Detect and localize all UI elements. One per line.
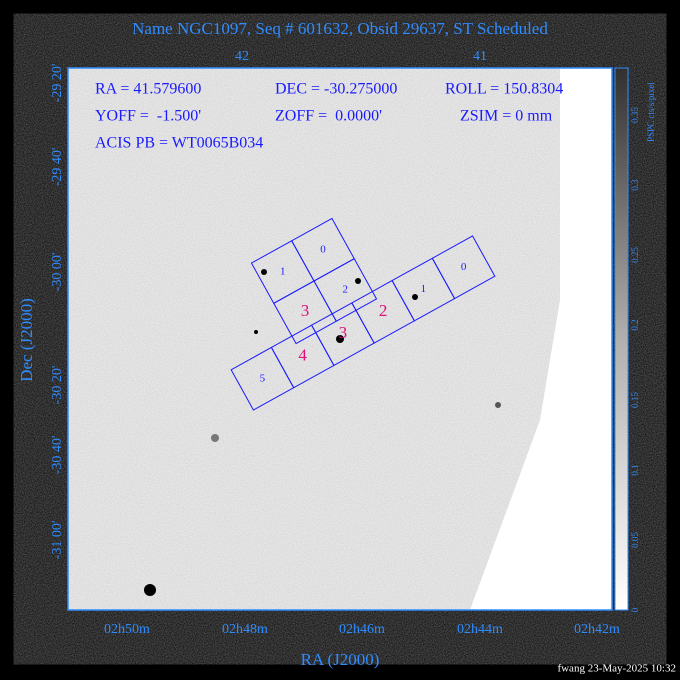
ccd-chip-label: 1 <box>280 266 286 278</box>
no-coverage <box>470 68 612 610</box>
left-tick-label: -30 00' <box>50 253 65 292</box>
left-tick-label: -29 20' <box>50 64 65 103</box>
title: Name NGC1097, Seq # 601632, Obsid 29637,… <box>132 19 548 38</box>
colorbar-tick-label: 0.35 <box>630 107 640 123</box>
left-tick-label: -31 00' <box>50 521 65 560</box>
plot-frame <box>67 67 613 611</box>
ccd-chip-label: 0 <box>461 261 467 273</box>
pointing-parameter: DEC = -30.275000 <box>275 81 397 98</box>
ccd-chip <box>230 346 295 411</box>
left-tick-label: -30 40' <box>50 436 65 475</box>
left-tick-label: -29 40' <box>50 148 65 187</box>
colorbar <box>614 67 629 611</box>
acis-footprint <box>230 217 496 411</box>
top-tick-label: 42 <box>235 49 249 64</box>
colorbar-tick-label: 0.2 <box>630 319 640 330</box>
pointing-parameter: ZSIM = 0 mm <box>460 108 553 125</box>
colorbar-tick-label: 0.3 <box>630 179 640 191</box>
bottom-tick-label: 02h50m <box>104 622 150 637</box>
bottom-tick-label: 02h42m <box>574 622 620 637</box>
colorbar-tick-label: 0.25 <box>630 247 640 263</box>
ccd-chip-label: 5 <box>260 372 266 384</box>
top-tick-label: 41 <box>473 49 487 64</box>
ccd-chip-label: 1 <box>421 283 427 295</box>
ccd-chip-label: 0 <box>320 243 326 255</box>
bottom-tick-label: 02h46m <box>339 622 385 637</box>
pointing-parameter: ROLL = 150.8304 <box>445 81 563 98</box>
pointing-parameter: ACIS PB = WT0065B034 <box>95 135 263 152</box>
colorbar-tick-label: 0.1 <box>630 464 640 475</box>
pointing-parameter: RA = 41.579600 <box>95 81 201 98</box>
ccd-chip-label: 3 <box>301 301 310 320</box>
bottom-tick-label: 02h44m <box>457 622 503 637</box>
left-axis-label: Dec (J2000) <box>17 298 36 382</box>
pointing-parameter: ZOFF = 0.0000' <box>275 108 382 125</box>
colorbar-tick-label: 0.15 <box>630 392 640 408</box>
colorbar-label: PSPC cts/s/pixel <box>646 82 656 142</box>
colorbar-tick-label: 0 <box>630 607 640 612</box>
pointing-parameter: YOFF = -1.500' <box>95 108 201 125</box>
bottom-axis-label: RA (J2000) <box>301 650 380 669</box>
ccd-chip-label: 2 <box>379 301 388 320</box>
ccd-chip-label: 3 <box>339 323 348 342</box>
ccd-chip-label: 4 <box>298 345 307 364</box>
colorbar-tick-label: 0.05 <box>630 532 640 548</box>
left-tick-label: -30 20' <box>50 366 65 405</box>
ccd-chip <box>273 280 337 345</box>
ccd-chip-label: 2 <box>343 283 349 295</box>
bottom-tick-label: 02h48m <box>222 622 268 637</box>
sources <box>144 269 501 596</box>
footer: fwang 23-May-2025 10:32 <box>557 663 676 675</box>
